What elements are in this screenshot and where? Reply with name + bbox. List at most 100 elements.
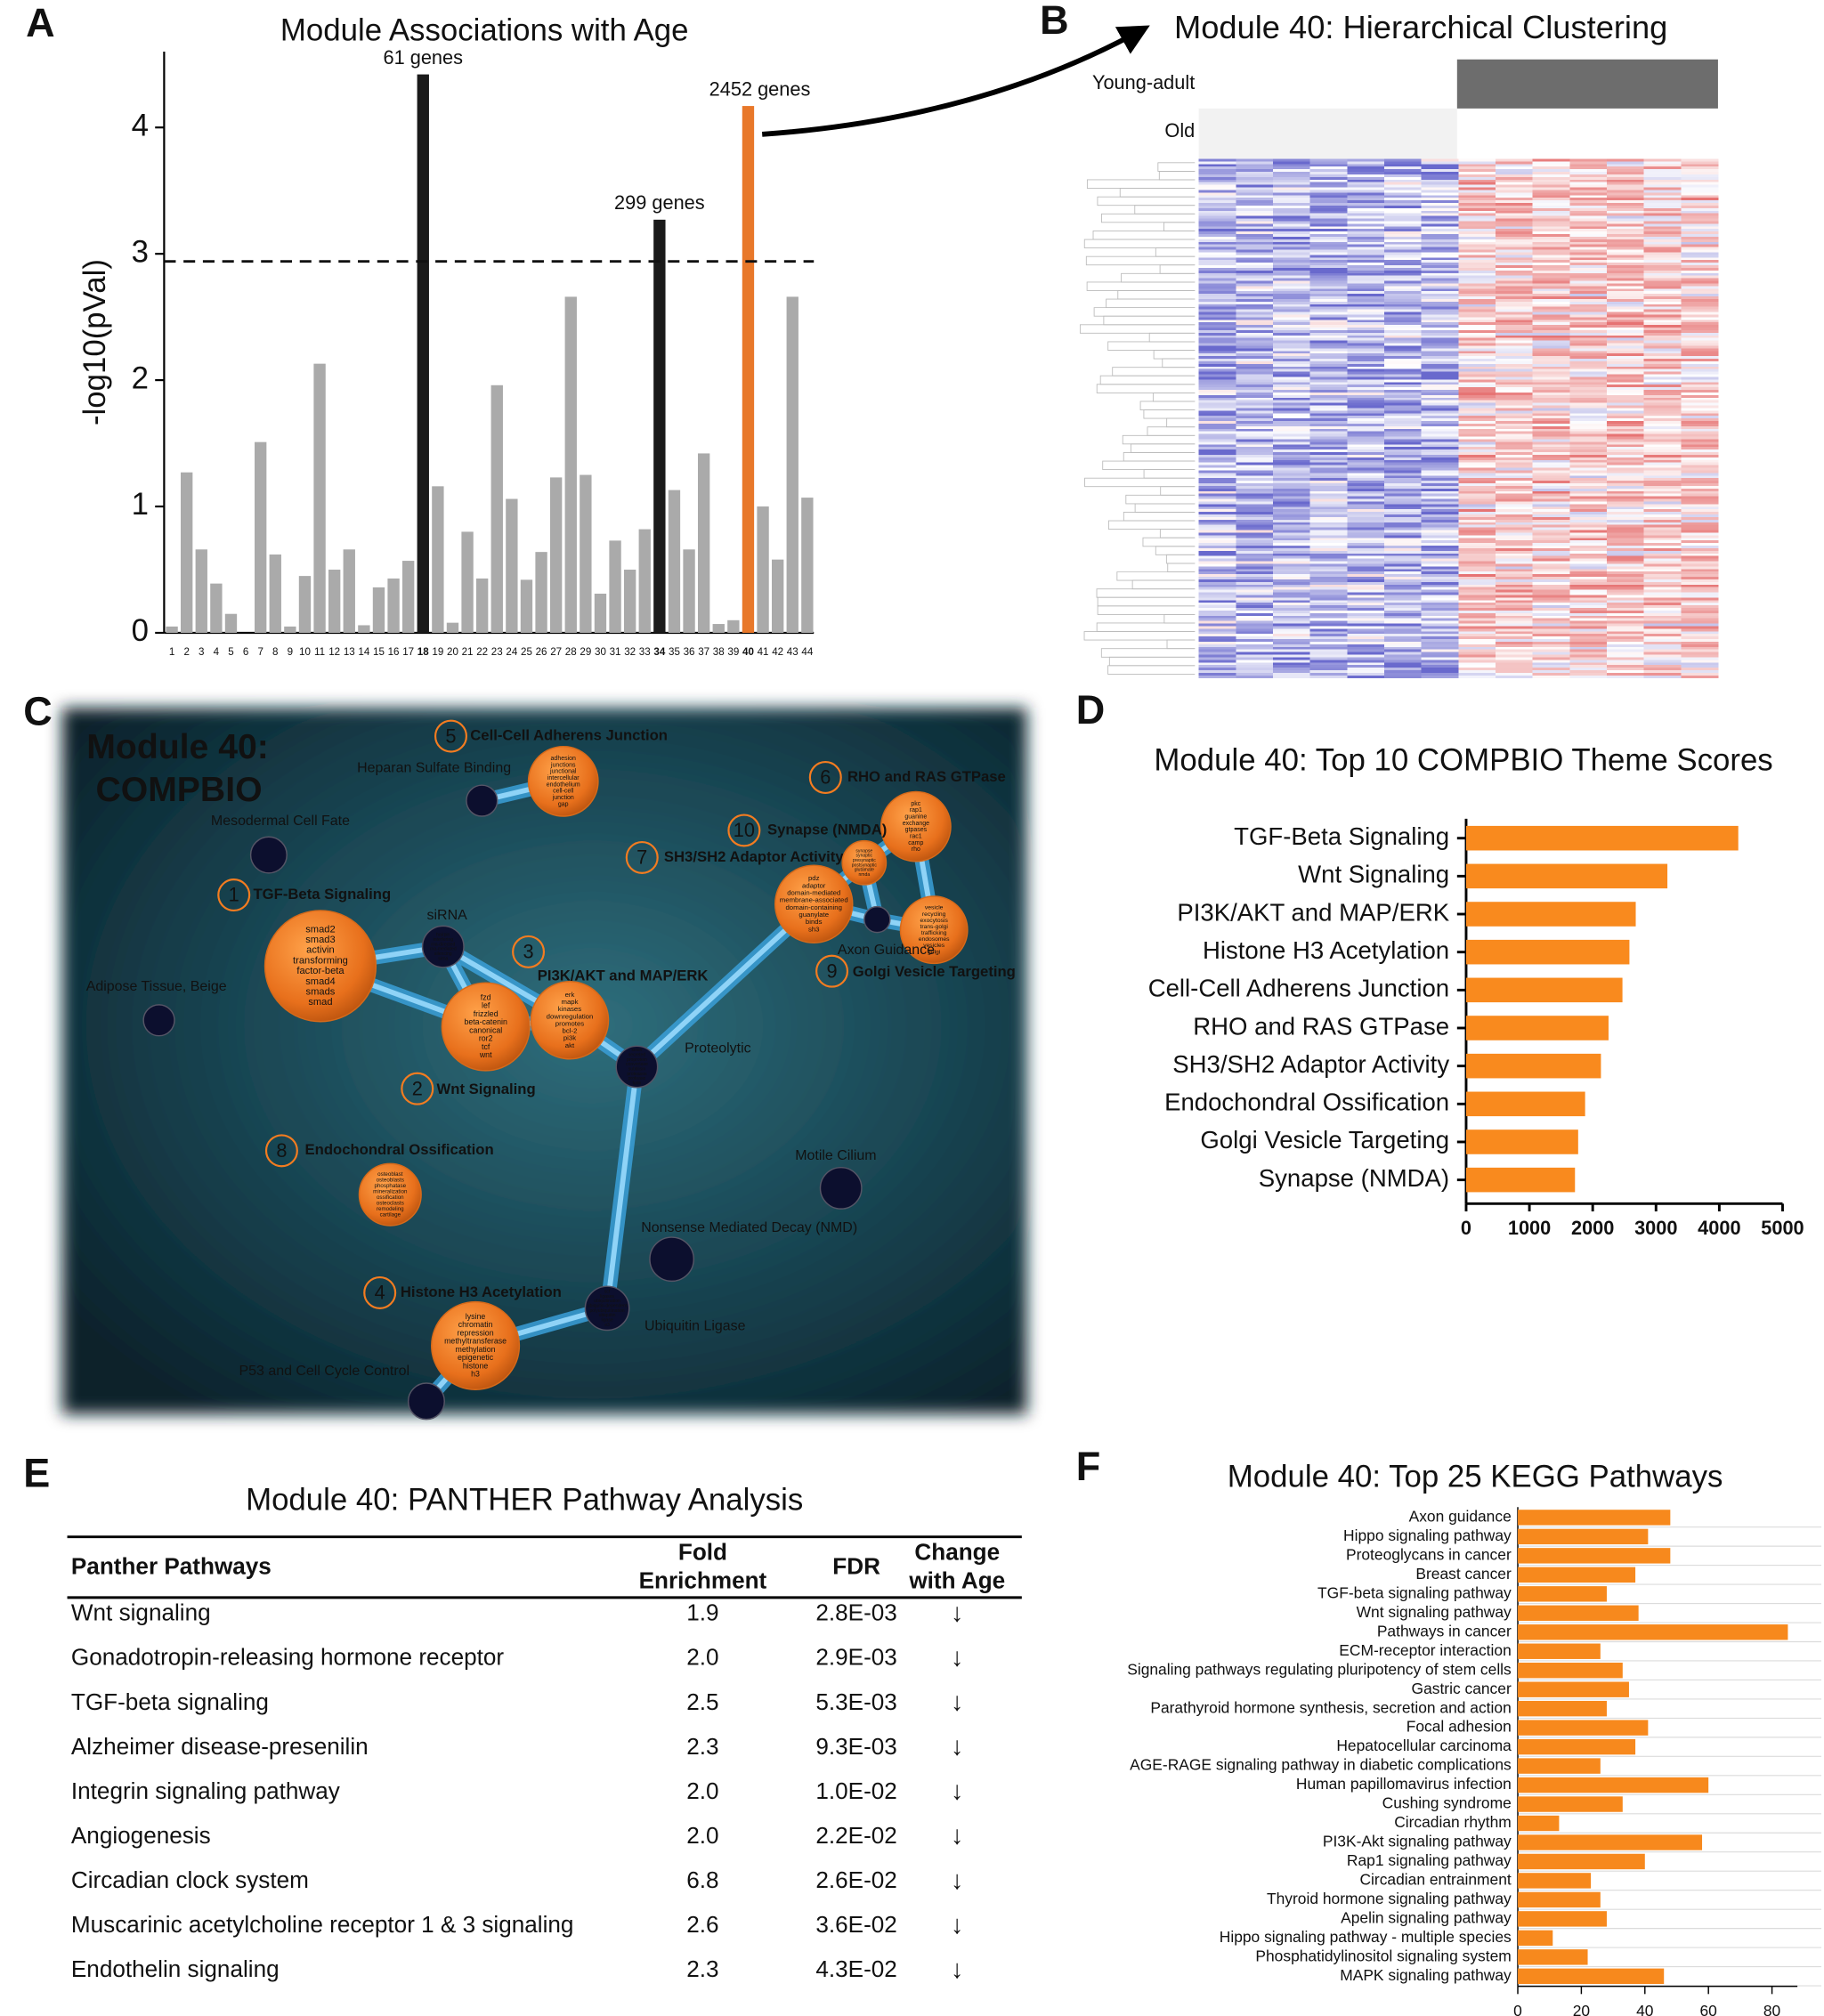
heatmap-cell: [1569, 226, 1608, 230]
heatmap-cell: [1383, 522, 1423, 526]
x-tick-label: 11: [314, 646, 325, 658]
x-tick-label: 9: [288, 646, 293, 658]
heatmap-cell: [1347, 328, 1385, 331]
heatmap-cell: [1421, 260, 1459, 263]
x-tick-label: 41: [758, 646, 769, 658]
heatmap-cell: [1198, 524, 1236, 529]
heatmap-cell: [1236, 597, 1274, 601]
node-word: rac1: [910, 833, 922, 839]
heatmap-cell: [1309, 390, 1348, 393]
heatmap-cell: [1272, 490, 1311, 495]
heatmap-cell: [1606, 301, 1645, 305]
heatmap-cell: [1309, 392, 1348, 396]
heatmap-cell: [1236, 644, 1274, 648]
x-tick-label: 39: [727, 646, 739, 658]
heatmap-cell: [1347, 574, 1385, 578]
dendrogram-branch: [1100, 648, 1196, 658]
heatmap-cell: [1532, 247, 1570, 250]
heatmap-cell: [1458, 546, 1496, 549]
heatmap-cell: [1309, 553, 1348, 557]
node-word: ubiquitin-dependent: [588, 1304, 628, 1309]
heatmap-cell: [1458, 561, 1496, 564]
heatmap-cell: [1236, 498, 1274, 502]
heatmap-cell: [1532, 176, 1570, 181]
heatmap-cell: [1606, 205, 1645, 209]
heatmap-cell: [1458, 571, 1496, 575]
heatmap-cell: [1569, 314, 1608, 318]
dendrogram-branch: [1106, 298, 1196, 309]
heatmap-cell: [1458, 465, 1496, 468]
heatmap-cell: [1643, 665, 1682, 668]
heatmap-cell: [1347, 359, 1385, 362]
heatmap-cell: [1458, 512, 1496, 515]
heatmap-cell: [1681, 561, 1719, 564]
heatmap-cell: [1643, 203, 1682, 206]
x-tick-label: 24: [506, 646, 517, 658]
heatmap-cell: [1198, 516, 1236, 521]
heatmap-cell: [1606, 195, 1645, 198]
dendrogram-branch: [1159, 529, 1196, 538]
heatmap-cell: [1495, 459, 1534, 464]
heatmap-cell: [1681, 546, 1719, 549]
heatmap-cell: [1681, 566, 1719, 570]
heatmap-cell: [1421, 306, 1459, 311]
bar: [358, 625, 370, 633]
heatmap-cell: [1458, 538, 1496, 541]
heatmap-cell: [1383, 218, 1423, 222]
table-cell: 2.0: [686, 1644, 718, 1671]
heatmap-cell: [1458, 221, 1496, 224]
heatmap-cell: [1532, 498, 1570, 502]
y-tick-label: PI3K-Akt signaling pathway: [1323, 1833, 1512, 1850]
bar: [1518, 1548, 1671, 1564]
heatmap-cell: [1236, 278, 1274, 281]
heatmap-cell: [1383, 618, 1423, 622]
heatmap-cell: [1236, 267, 1274, 271]
heatmap-cell: [1606, 198, 1645, 201]
heatmap-cell: [1421, 654, 1459, 658]
heatmap-cell: [1272, 397, 1311, 401]
heatmap-cell: [1347, 649, 1385, 653]
heatmap-cell: [1569, 516, 1608, 521]
heatmap-cell: [1198, 164, 1236, 167]
heatmap-cell: [1643, 657, 1682, 660]
dendrogram-branch: [1157, 162, 1196, 172]
node: [466, 784, 499, 817]
heatmap-cell: [1236, 169, 1274, 173]
heatmap-cell: [1309, 569, 1348, 572]
heatmap-cell: [1421, 229, 1459, 232]
heatmap-cell: [1495, 543, 1534, 547]
heatmap-cell: [1495, 210, 1534, 215]
node-word: furin: [633, 1081, 642, 1087]
heatmap-cell: [1272, 470, 1311, 474]
theme-number-ring: [401, 1072, 434, 1105]
heatmap-cell: [1606, 192, 1645, 196]
heatmap-cell: [1198, 278, 1236, 281]
heatmap-cell: [1495, 444, 1534, 448]
heatmap-cell: [1495, 278, 1534, 281]
node-word: frizzled: [474, 1009, 499, 1018]
heatmap-cell: [1421, 524, 1459, 529]
heatmap-cell: [1383, 628, 1423, 632]
heatmap-cell: [1198, 581, 1236, 586]
heatmap-cell: [1198, 190, 1236, 193]
heatmap-cell: [1458, 418, 1496, 422]
heatmap-cell: [1532, 512, 1570, 515]
theme-label: PI3K/AKT and MAP/ERK: [538, 967, 709, 984]
heatmap-cell: [1458, 252, 1496, 255]
heatmap-cell: [1458, 294, 1496, 297]
theme-label: Golgi Vesicle Targeting: [853, 963, 1016, 980]
heatmap-cell: [1606, 535, 1645, 538]
heatmap-cell: [1532, 595, 1570, 598]
heatmap-cell: [1495, 644, 1534, 648]
heatmap-cell: [1681, 174, 1719, 178]
heatmap-cell: [1606, 325, 1645, 328]
heatmap-cell: [1347, 309, 1385, 312]
heatmap-cell: [1272, 192, 1311, 196]
heatmap-cell: [1606, 675, 1645, 679]
heatmap-cell: [1532, 179, 1570, 183]
heatmap-cell: [1383, 662, 1423, 666]
heatmap-cell: [1643, 639, 1682, 643]
heatmap-cell: [1236, 343, 1274, 346]
heatmap-cell: [1421, 555, 1459, 560]
heatmap-cell: [1421, 402, 1459, 406]
